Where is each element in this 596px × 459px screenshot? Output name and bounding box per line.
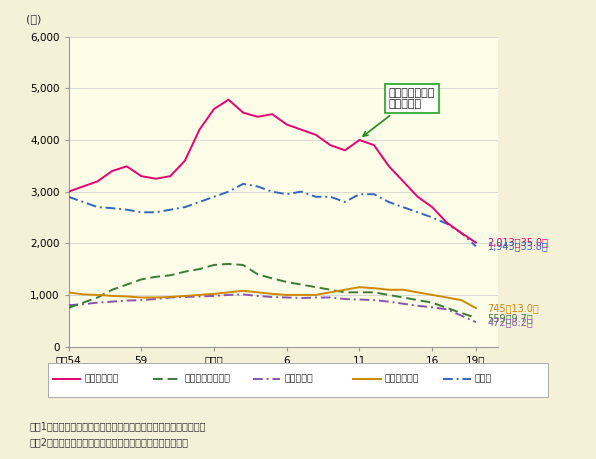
Text: 原付乗車中: 原付乗車中 xyxy=(284,375,313,384)
Text: 2,013（35.0）: 2,013（35.0） xyxy=(488,238,548,247)
Text: 自動車乗車中: 自動車乗車中 xyxy=(84,375,119,384)
Text: 1,943（33.8）: 1,943（33.8） xyxy=(488,241,548,251)
Text: 自動車乗車中の
減少が顕著: 自動車乗車中の 減少が顕著 xyxy=(363,88,435,136)
Text: 559（9.7）: 559（9.7） xyxy=(488,313,533,323)
Text: 自動二輪車乗車中: 自動二輪車乗車中 xyxy=(184,375,231,384)
Text: 472（8.2）: 472（8.2） xyxy=(488,317,533,327)
Text: 歩行中: 歩行中 xyxy=(475,375,492,384)
Text: 自転車乗用中: 自転車乗用中 xyxy=(384,375,419,384)
Text: 745（13.0）: 745（13.0） xyxy=(488,303,539,313)
Text: 2　（　）内は，状態別死者数の構成率（％）である。: 2 （ ）内は，状態別死者数の構成率（％）である。 xyxy=(30,437,189,447)
Text: (人): (人) xyxy=(26,14,41,24)
Text: 注、1　警察庁資料による。ただし，「その他」は省略している。: 注、1 警察庁資料による。ただし，「その他」は省略している。 xyxy=(30,421,206,431)
